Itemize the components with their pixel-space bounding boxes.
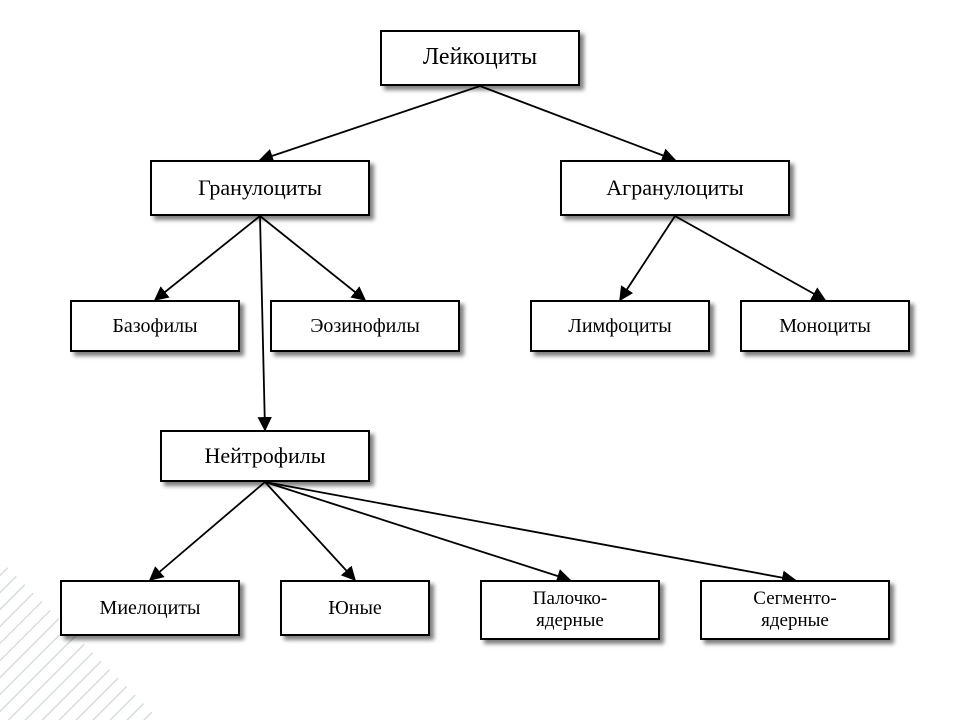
edge-gran-neut: [260, 216, 265, 430]
node-myelo: Миелоциты: [60, 580, 240, 636]
node-baso: Базофилы: [70, 300, 240, 352]
node-label: Юные: [328, 597, 382, 620]
edge-root-agran: [480, 86, 675, 160]
node-label: Сегменто- ядерные: [753, 588, 836, 632]
node-label: Лейкоциты: [423, 44, 537, 72]
node-juv: Юные: [280, 580, 430, 636]
edge-neut-seg: [265, 482, 795, 580]
node-label: Нейтрофилы: [204, 443, 325, 468]
node-label: Палочко- ядерные: [533, 588, 607, 632]
node-mono: Моноциты: [740, 300, 910, 352]
edge-gran-baso: [155, 216, 260, 300]
edge-agran-mono: [675, 216, 825, 300]
node-label: Базофилы: [112, 315, 197, 338]
node-label: Лимфоциты: [568, 315, 671, 338]
node-neut: Нейтрофилы: [160, 430, 370, 482]
node-root: Лейкоциты: [380, 30, 580, 86]
node-agran: Агранулоциты: [560, 160, 790, 216]
node-lymph: Лимфоциты: [530, 300, 710, 352]
node-label: Эозинофилы: [310, 315, 420, 338]
node-label: Гранулоциты: [198, 175, 322, 200]
node-label: Агранулоциты: [606, 175, 743, 200]
diagram-canvas: Лейкоциты Гранулоциты Агранулоциты Базофилы…: [0, 0, 960, 720]
node-band: Палочко- ядерные: [480, 580, 660, 640]
edge-agran-lymph: [620, 216, 675, 300]
node-label: Моноциты: [779, 315, 871, 338]
edge-neut-band: [265, 482, 570, 580]
node-seg: Сегменто- ядерные: [700, 580, 890, 640]
node-eos: Эозинофилы: [270, 300, 460, 352]
edge-gran-eos: [260, 216, 365, 300]
edge-root-gran: [260, 86, 480, 160]
node-gran: Гранулоциты: [150, 160, 370, 216]
node-label: Миелоциты: [100, 597, 201, 620]
